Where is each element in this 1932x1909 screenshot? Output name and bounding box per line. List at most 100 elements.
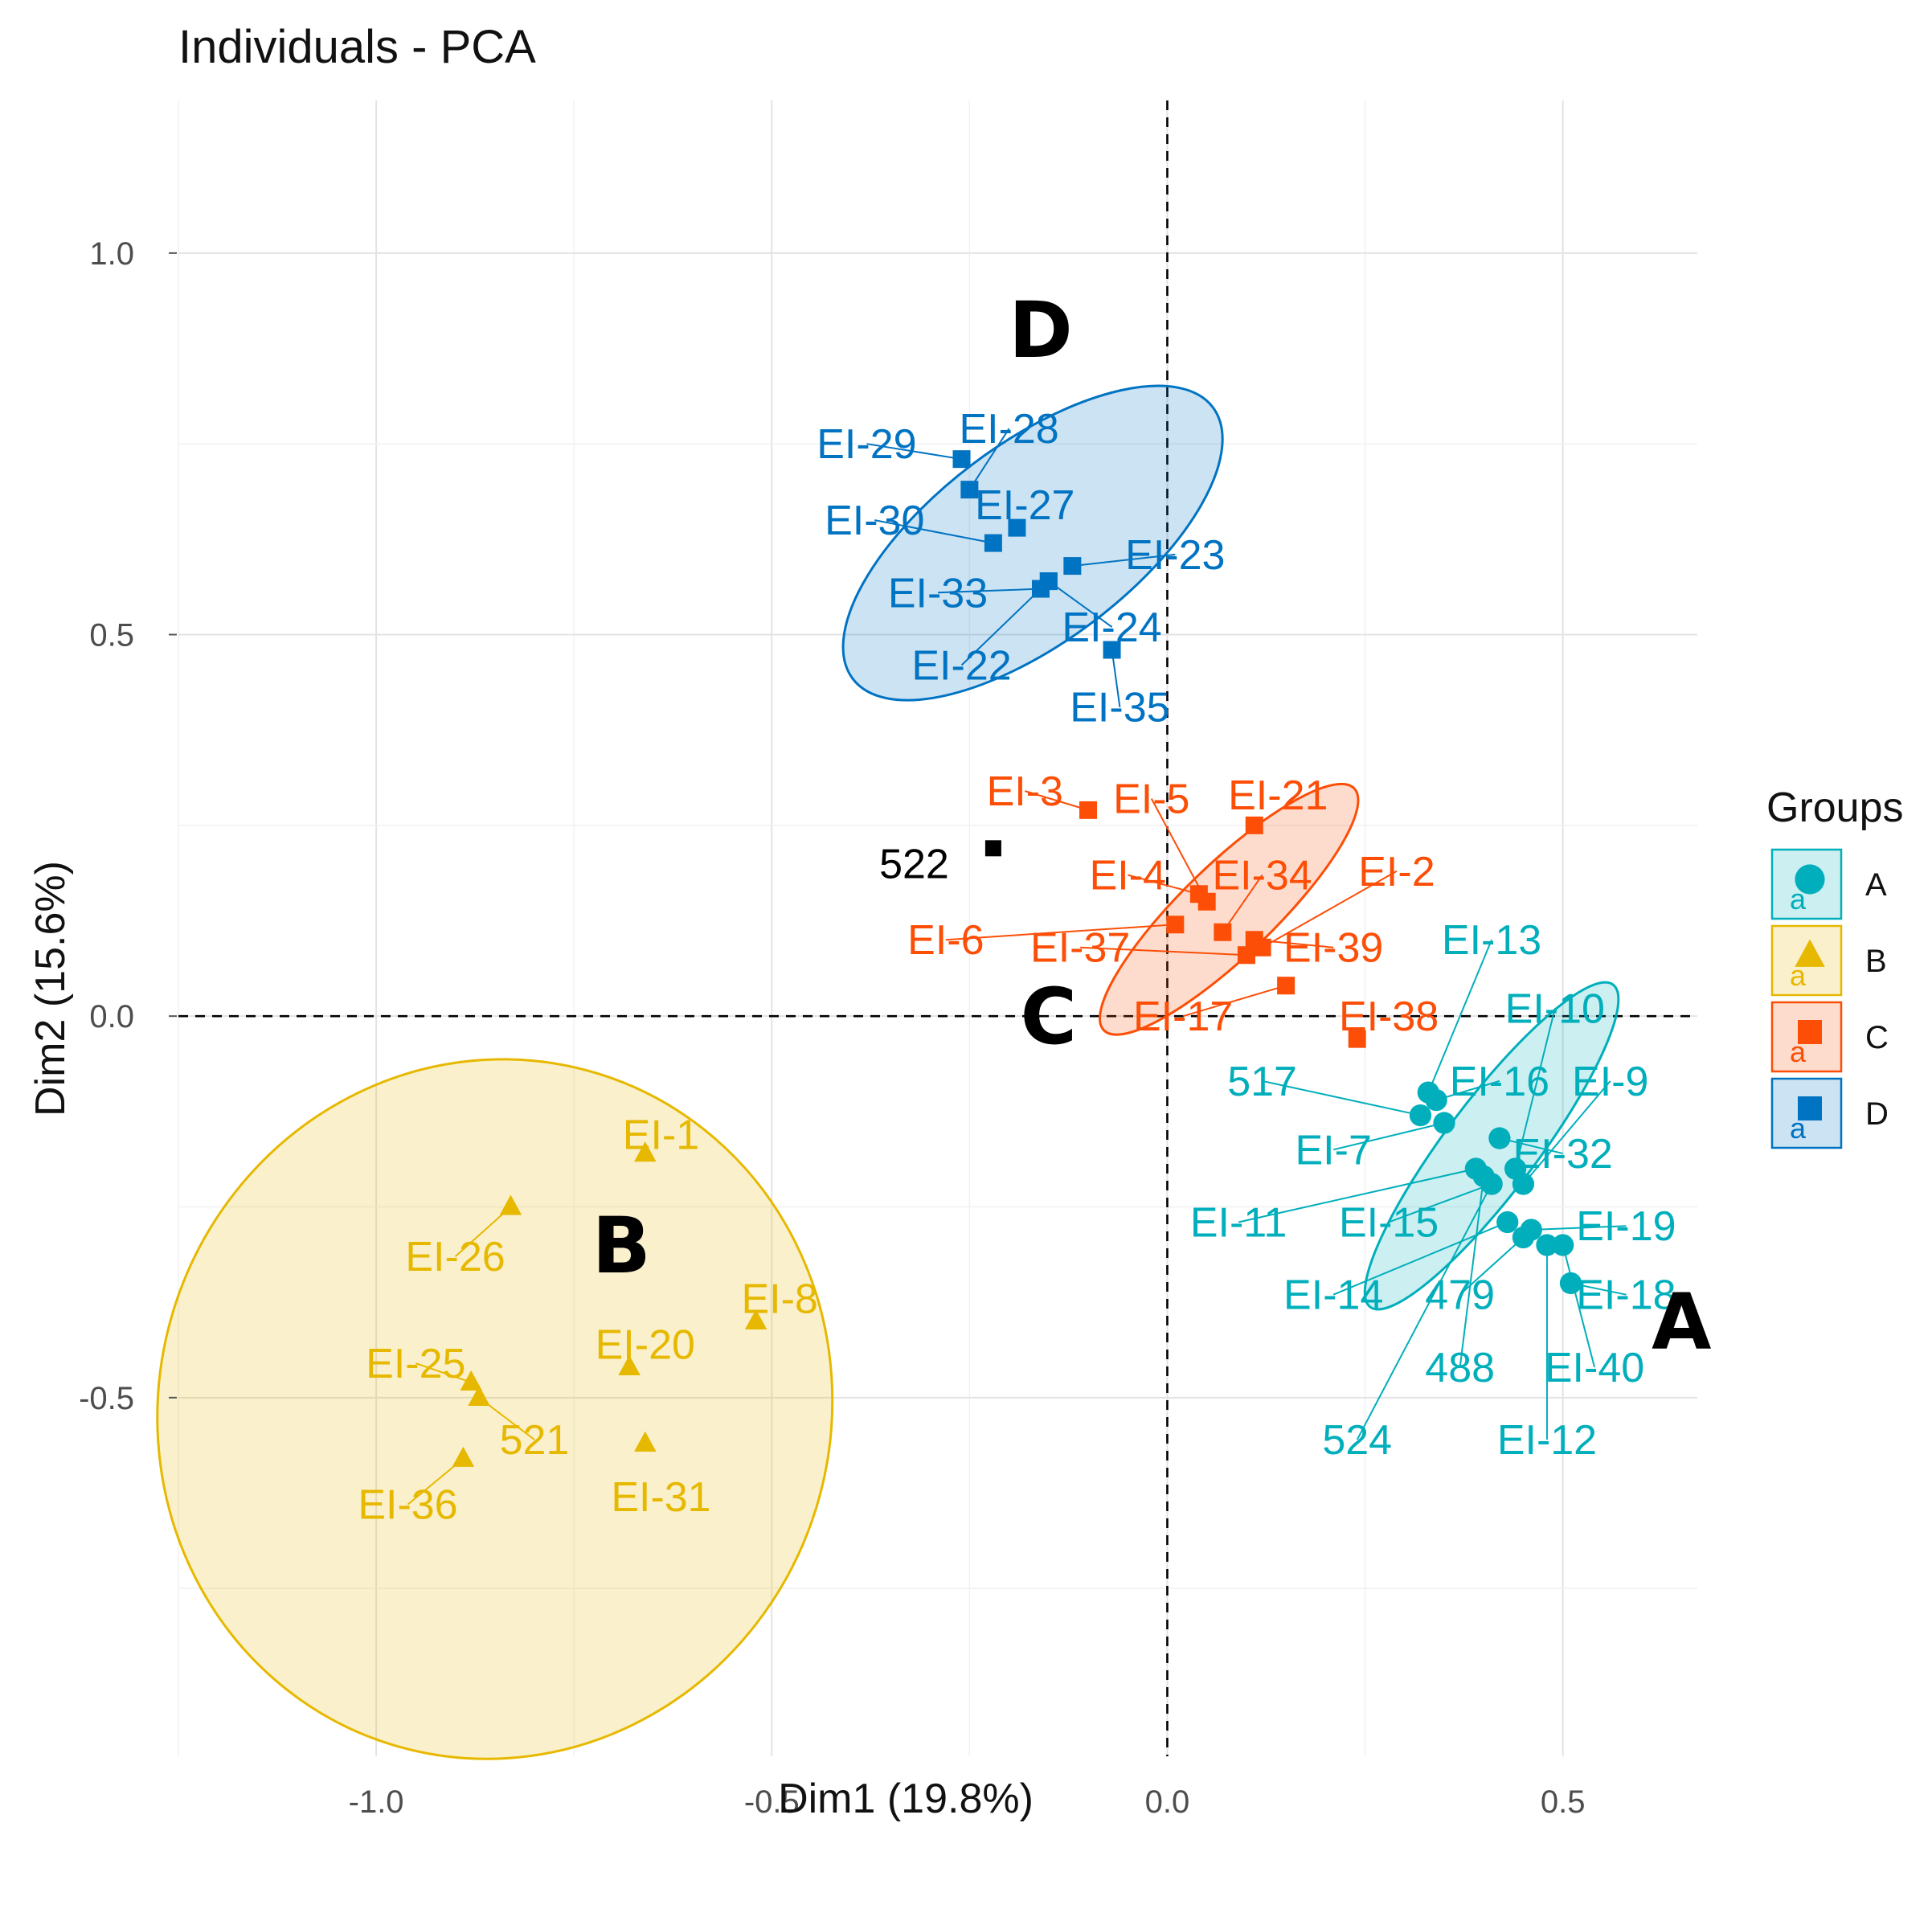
label-connector: [1531, 1225, 1627, 1231]
label-connector: [1435, 1079, 1500, 1101]
point-ei-28: [960, 481, 979, 499]
ellipse-group-a: [1363, 981, 1620, 1311]
legend-title: Groups: [1766, 784, 1904, 831]
cluster-letter-b: B: [592, 1201, 651, 1291]
plot-panel: EI-13 EI-10 517 EI-16 EI-9 EI-7 EI-32 EI-11 EI-1…: [156, 100, 1712, 1760]
point-ei-16: [1425, 1088, 1447, 1112]
label-connector: [454, 1206, 512, 1257]
point-label: EI-12: [1497, 1417, 1597, 1464]
point-ei-26: [499, 1194, 522, 1215]
point-ei-32: [1488, 1127, 1511, 1149]
legend-label: A: [1865, 867, 1887, 903]
point-524: [1480, 1173, 1503, 1195]
y-axis-ticks: -0.5 0.0 0.5 1.0: [79, 236, 177, 1416]
point-ei-37: [1237, 946, 1255, 965]
legend-key-glyph: a: [1790, 959, 1807, 992]
cluster-letters: A B C D: [592, 285, 1712, 1367]
point-label: EI-37: [1030, 925, 1130, 972]
point-522: [984, 840, 1001, 857]
label-connector: [1427, 939, 1492, 1093]
legend-label: D: [1865, 1096, 1889, 1132]
label-connector: [1238, 1168, 1476, 1223]
point-label: EI-38: [1339, 993, 1439, 1040]
point-517: [1409, 1104, 1432, 1127]
x-tick-label: 0.0: [1145, 1784, 1190, 1820]
point-ei-38: [1348, 1030, 1366, 1048]
point-ei-31: [634, 1431, 657, 1452]
x-tick-label: 0.5: [1541, 1784, 1586, 1820]
x-tick-label: -1.0: [349, 1784, 404, 1820]
legend-label: B: [1865, 944, 1887, 979]
point-label: EI-2: [1358, 849, 1435, 895]
ellipse-group-d: [841, 384, 1224, 702]
point-ei-8: [744, 1309, 767, 1330]
label-connector: [1262, 870, 1398, 948]
point-label: 479: [1425, 1272, 1495, 1319]
data-points: [452, 450, 1582, 1467]
legend-key-marker: [1795, 864, 1825, 895]
legend-key-glyph: a: [1790, 883, 1807, 916]
legend-label: C: [1865, 1020, 1889, 1055]
point-ei-39: [1245, 931, 1263, 949]
legend-key-marker: [1798, 1096, 1822, 1120]
cluster-letter-c: C: [1021, 972, 1077, 1062]
label-connector: [945, 924, 1176, 941]
point-ei-7: [1433, 1112, 1455, 1134]
point-ei-23: [1063, 557, 1082, 576]
point-ei-20: [618, 1354, 641, 1376]
point-label: EI-30: [825, 498, 924, 544]
label-connector: [968, 428, 1010, 490]
label-connector: [1356, 1183, 1492, 1440]
label-connector: [1182, 985, 1287, 1018]
point-label: EI-33: [888, 570, 988, 617]
label-connector: [1522, 1080, 1611, 1185]
point-ei-35: [1103, 641, 1121, 659]
y-tick-label: 0.0: [89, 999, 134, 1034]
concentration-ellipses: [156, 384, 1620, 1760]
point-label: 522: [879, 841, 949, 887]
point-label: EI-31: [611, 1474, 710, 1521]
point-ei-18: [1559, 1272, 1582, 1295]
point-ei-17: [1277, 977, 1296, 995]
point-label: EI-15: [1339, 1199, 1439, 1246]
point-479: [1512, 1226, 1535, 1249]
point-ei-30: [984, 534, 1002, 552]
point-label: EI-7: [1296, 1127, 1372, 1174]
point-label: EI-21: [1228, 772, 1328, 819]
point-label: EI-28: [959, 406, 1058, 453]
y-tick-label: 0.5: [89, 618, 134, 653]
label-connector: [937, 588, 1042, 594]
x-axis-ticks: -1.0 -0.5 0.0 0.5: [349, 1784, 1586, 1820]
y-tick-label: -0.5: [79, 1381, 134, 1416]
point-label: EI-8: [741, 1276, 817, 1322]
label-connector: [1024, 790, 1089, 811]
point-label: EI-27: [975, 482, 1074, 529]
point-label: EI-17: [1133, 993, 1233, 1040]
point-label: EI-36: [358, 1482, 457, 1529]
point-label: EI-20: [596, 1321, 695, 1368]
legend-key-glyph: a: [1790, 1035, 1807, 1068]
point-ei-12: [1536, 1234, 1558, 1256]
point-ei-14: [1496, 1211, 1519, 1234]
point-ei-3: [1079, 801, 1098, 819]
point-label: EI-32: [1513, 1131, 1613, 1178]
point-label: EI-29: [817, 421, 916, 468]
point-ei-34: [1214, 923, 1232, 941]
label-connector: [1072, 553, 1176, 567]
point-label: 517: [1227, 1059, 1297, 1105]
point-label: EI-16: [1450, 1059, 1549, 1105]
point-ei-29: [952, 450, 971, 469]
point-label: EI-26: [405, 1234, 505, 1280]
point-label: EI-11: [1190, 1199, 1287, 1246]
point-label: EI-4: [1090, 853, 1166, 899]
label-connector: [1262, 1079, 1421, 1116]
legend-key-marker: [1798, 1020, 1822, 1044]
point-label: 521: [500, 1417, 570, 1464]
point-label: EI-34: [1212, 853, 1312, 899]
point-ei-1: [634, 1141, 657, 1162]
point-ei-40: [1552, 1234, 1574, 1256]
